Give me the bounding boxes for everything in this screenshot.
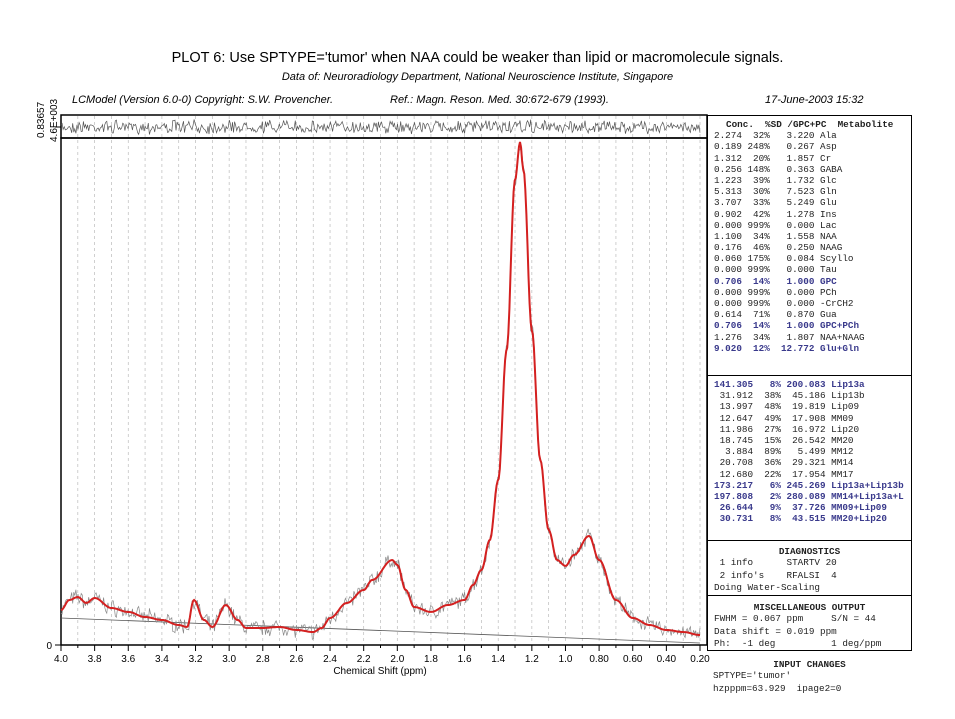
table-row: 197.808 2% 280.089 MM14+Lip13a+L <box>714 490 904 502</box>
diagnostics-line: 2 info's RFALSI 4 <box>714 569 837 581</box>
diagnostics-line: Doing Water-Scaling <box>714 582 821 593</box>
y-tick-label-max: 4.6E+003 <box>49 98 60 142</box>
diagnostics-line: 1 info STARTV 20 <box>714 557 837 568</box>
x-tick-label: 1.6 <box>458 654 472 665</box>
residual-line <box>60 119 701 136</box>
misc-line: Ph: -1 deg 1 deg/ppm <box>714 638 882 649</box>
table-row: 2.274 32% 3.220 Ala <box>714 130 837 142</box>
x-tick-label: 1.4 <box>491 654 505 665</box>
table-row: 13.997 48% 19.819 Lip09 <box>714 401 860 413</box>
misc-output-panel: MISCELLANEOUS OUTPUT FWHM = 0.067 ppm S/… <box>707 595 912 651</box>
x-tick-label: 0.20 <box>690 654 710 665</box>
table-row: 26.644 9% 37.726 MM09+Lip09 <box>714 502 887 514</box>
x-tick-label: 3.0 <box>222 654 236 665</box>
plot-subtitle: Data of: Neuroradiology Department, Nati… <box>281 71 674 83</box>
table-row: 0.902 42% 1.278 Ins <box>714 208 837 220</box>
fit-line <box>60 141 700 636</box>
x-axis-ticks: 4.0 3.8 3.6 3.4 3.2 3.0 2.8 2.6 2.4 2.2 2.0 1.8 1.6 1… <box>54 645 710 665</box>
table-row: 30.731 8% 43.515 MM20+Lip20 <box>714 513 887 525</box>
table-row: 5.313 30% 7.523 Gln <box>714 186 837 198</box>
x-tick-label: 2.2 <box>357 654 371 665</box>
table-row: 31.912 38% 45.186 Lip13b <box>714 390 865 402</box>
table-row: 0.189 248% 0.267 Asp <box>714 141 837 153</box>
x-tick-label: 4.0 <box>54 654 68 665</box>
table-row: 9.020 12% 12.772 Glu+Gln <box>714 342 860 354</box>
x-tick-label: 0.60 <box>623 654 643 665</box>
diagnostics-panel: DIAGNOSTICS 1 info STARTV 20 2 info's RF… <box>707 540 912 596</box>
table-row: 141.305 8% 200.083 Lip13a <box>714 379 865 390</box>
table-row: 0.000 999% 0.000 Lac <box>714 219 837 231</box>
table-row: 3.707 33% 5.249 Glu <box>714 197 837 209</box>
lipid-table: 141.305 8% 200.083 Lip13a 31.912 38% 45.… <box>707 375 912 541</box>
table-row: 3.884 89% 5.499 MM12 <box>714 446 854 458</box>
misc-line: Data shift = 0.019 ppm <box>714 625 837 637</box>
x-tick-label: 1.0 <box>559 654 573 665</box>
x-tick-label: 2.6 <box>289 654 303 665</box>
table-row: 0.000 999% 0.000 PCh <box>714 286 837 298</box>
table-row: 0.176 46% 0.250 NAAG <box>714 242 843 254</box>
x-tick-label: 1.2 <box>525 654 539 665</box>
x-tick-label: 3.6 <box>121 654 135 665</box>
table-header: Conc. %SD /GPC+PC Metabolite <box>726 119 894 130</box>
x-tick-label: 1.8 <box>424 654 438 665</box>
table-row: 173.217 6% 245.269 Lip13a+Lip13b <box>714 479 904 491</box>
metabolite-table: Conc. %SD /GPC+PC Metabolite 2.274 32% 3… <box>707 115 912 376</box>
table-row: 0.256 148% 0.363 GABA <box>714 163 843 175</box>
grid <box>77 116 701 644</box>
plot-title: PLOT 6: Use SPTYPE='tumor' when NAA coul… <box>171 50 784 66</box>
x-tick-label: 3.2 <box>189 654 203 665</box>
table-row: 0.060 175% 0.084 Scyllo <box>714 253 854 265</box>
table-row: 1.100 34% 1.558 NAA <box>714 230 837 242</box>
x-tick-label: 2.4 <box>323 654 337 665</box>
table-row: 1.312 20% 1.857 Cr <box>714 152 832 164</box>
date-stamp: 17-June-2003 15:32 <box>765 94 864 106</box>
input-change-line: hzpppm=63.929 ipage2=0 <box>713 682 842 694</box>
table-row: 0.614 71% 0.870 Gua <box>714 309 837 321</box>
table-row: 0.706 14% 1.000 GPC+PCh <box>714 320 860 332</box>
input-change-line: SPTYPE='tumor' <box>713 670 792 681</box>
table-row: 1.223 39% 1.732 Glc <box>714 174 837 186</box>
x-axis-label: Chemical Shift (ppm) <box>333 666 426 677</box>
table-row: 18.745 15% 26.542 MM20 <box>714 434 854 446</box>
input-changes-panel: INPUT CHANGES SPTYPE='tumor' hzpppm=63.9… <box>707 659 912 719</box>
table-row: 1.276 34% 1.807 NAA+NAAG <box>714 331 865 343</box>
x-tick-label: 0.40 <box>657 654 677 665</box>
diagnostics-title: DIAGNOSTICS <box>778 546 841 557</box>
misc-line: FWHM = 0.067 ppm S/N = 44 <box>714 613 876 624</box>
input-changes-title: INPUT CHANGES <box>773 659 846 670</box>
y-tick-label-zero: 0 <box>46 641 52 652</box>
reference: Ref.: Magn. Reson. Med. 30:672-679 (1993… <box>390 94 609 106</box>
table-row: 11.986 27% 16.972 Lip20 <box>714 423 860 435</box>
x-tick-label: 2.0 <box>390 654 404 665</box>
table-row: 12.680 22% 17.954 MM17 <box>714 468 854 480</box>
table-row: 0.706 14% 1.000 GPC <box>714 275 837 287</box>
table-row: 12.647 49% 17.908 MM09 <box>714 412 854 424</box>
x-tick-label: 3.8 <box>88 654 102 665</box>
residual-axis-label: 0.83657 <box>36 101 47 138</box>
table-row: 0.000 999% 0.000 -CrCH2 <box>714 298 854 309</box>
table-row: 20.708 36% 29.321 MM14 <box>714 457 854 469</box>
table-row: 0.000 999% 0.000 Tau <box>714 264 837 276</box>
x-tick-label: 0.80 <box>589 654 609 665</box>
x-tick-label: 3.4 <box>155 654 169 665</box>
misc-title: MISCELLANEOUS OUTPUT <box>753 602 866 613</box>
program-credit: LCModel (Version 6.0-0) Copyright: S.W. … <box>72 94 334 106</box>
x-tick-label: 2.8 <box>256 654 270 665</box>
